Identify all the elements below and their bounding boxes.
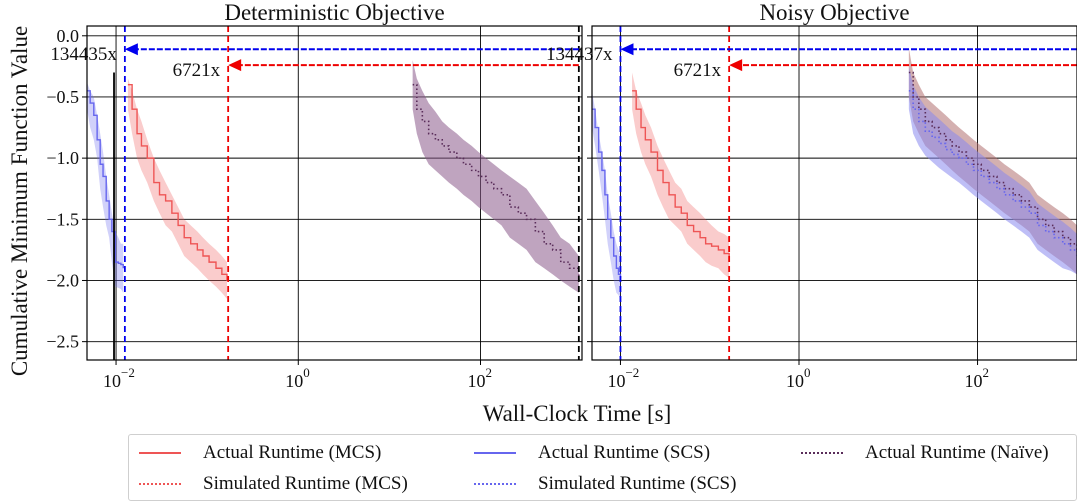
series-line [908, 90, 1077, 257]
speedup-label: 134437x [546, 44, 613, 65]
series-band [127, 78, 227, 299]
series-band [908, 66, 1077, 275]
x-tick-exponent: 0 [303, 365, 310, 380]
x-tick-label: 10 [285, 371, 303, 391]
y-tick-label: −1.5 [46, 209, 79, 229]
y-tick-label: −0.5 [46, 87, 79, 107]
x-tick-exponent: −2 [625, 365, 639, 380]
legend-swatch [139, 452, 181, 454]
legend-swatch [801, 452, 843, 454]
series-band [632, 72, 730, 279]
x-tick-label: 10 [468, 371, 486, 391]
series-line [127, 84, 228, 281]
legend-swatch [474, 483, 516, 485]
legend-entry-actual-mcs: Actual Runtime (MCS) [139, 441, 381, 465]
x-tick-label: 10 [607, 371, 625, 391]
x-tick-exponent: 2 [486, 365, 493, 380]
x-tick-label: 10 [786, 371, 804, 391]
series-line [592, 108, 622, 279]
series-band [412, 60, 579, 293]
panel-deterministic: 134435x 6721x Deterministic Objective 0.0 −0… [46, 0, 583, 391]
axes-frame [86, 25, 583, 361]
x-tick-exponent: 0 [804, 365, 811, 380]
x-tick-label: 10 [965, 371, 983, 391]
y-tick-label: −2.5 [46, 332, 79, 352]
y-tick-label: −1.0 [46, 148, 79, 168]
x-tick-exponent: −2 [121, 365, 135, 380]
y-tick-label: −2.0 [46, 270, 79, 290]
series-line [632, 90, 730, 257]
speedup-arrow-head [228, 59, 242, 72]
legend-label: Actual Runtime (Naïve) [865, 442, 1049, 463]
speedup-label: 6721x [674, 60, 722, 81]
x-axis-label: Wall-Clock Time [s] [483, 401, 672, 426]
series-line [412, 83, 580, 281]
speedup-label: 6721x [173, 60, 221, 81]
speedup-arrow-head [124, 43, 138, 56]
speedup-label: 134435x [50, 44, 117, 65]
axes-frame [591, 25, 1077, 361]
legend-swatch [139, 483, 181, 485]
chart-title: Deterministic Objective [224, 0, 444, 25]
series-line [908, 71, 1077, 250]
legend-label: Simulated Runtime (MCS) [203, 473, 408, 494]
legend-entry-actual-scs: Actual Runtime (SCS) [474, 441, 710, 465]
y-axis-label: Cumulative Minimum Function Value [7, 26, 32, 376]
x-tick-label: 10 [103, 371, 121, 391]
y-tick-label: 0.0 [57, 26, 80, 46]
speedup-arrow-head [729, 59, 743, 72]
plot-area [592, 26, 1077, 360]
legend-entry-simulated-mcs: Simulated Runtime (MCS) [139, 472, 408, 496]
series-band [87, 82, 124, 293]
legend-label: Simulated Runtime (SCS) [538, 473, 737, 494]
legend-swatch [474, 452, 516, 454]
legend-label: Actual Runtime (SCS) [538, 442, 711, 463]
legend: Actual Runtime (MCS) Simulated Runtime (… [128, 434, 1077, 501]
plot-area [87, 26, 580, 360]
legend-label: Actual Runtime (MCS) [203, 442, 382, 463]
legend-entry-simulated-scs: Simulated Runtime (SCS) [474, 472, 736, 496]
legend-entry-actual-naive: Actual Runtime (Naïve) [801, 441, 1049, 465]
series-line [87, 90, 124, 269]
x-tick-exponent: 2 [983, 365, 990, 380]
speedup-arrow-head [620, 43, 634, 56]
chart-title: Noisy Objective [759, 0, 909, 25]
